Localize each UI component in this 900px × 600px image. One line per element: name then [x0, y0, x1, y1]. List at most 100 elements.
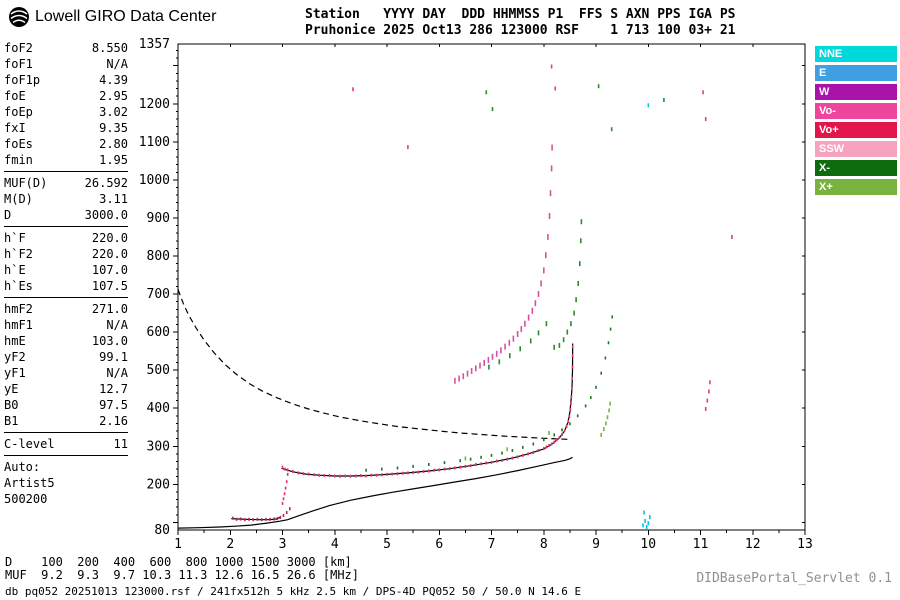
o-echo-trace	[281, 345, 574, 505]
param-label: h`F	[4, 231, 26, 245]
param-row: 500200	[4, 491, 128, 507]
svg-text:9: 9	[592, 537, 600, 552]
svg-text:11: 11	[693, 537, 709, 552]
param-row: M(D) 3.11	[4, 191, 128, 207]
svg-text:80: 80	[154, 523, 170, 538]
svg-text:800: 800	[147, 249, 170, 264]
param-label: foF1	[4, 57, 33, 71]
param-row: foEp 3.02	[4, 104, 128, 120]
param-row: hmF2 271.0	[4, 301, 128, 317]
es-echo-trace	[232, 507, 291, 522]
svg-text:2: 2	[226, 537, 234, 552]
param-label: B1	[4, 414, 19, 428]
param-row: foEs 2.80	[4, 136, 128, 152]
param-value: 3.02	[99, 105, 128, 119]
param-row: C-level 11	[4, 436, 128, 452]
d-muf-table: D 100 200 400 600 800 1000 1500 3000 [km…	[5, 556, 359, 582]
interference-cyan	[642, 103, 651, 529]
param-label: foF1p	[4, 73, 41, 87]
x-second-hop	[488, 219, 583, 370]
param-label: foE	[4, 89, 26, 103]
svg-text:600: 600	[147, 325, 170, 340]
param-row: h`F2 220.0	[4, 246, 128, 262]
echo-direction-legend: NNE E W Vo- Vo+ SSW X- X+	[815, 46, 897, 198]
muf-row: MUF 9.2 9.3 9.7 10.3 11.3 12.6 16.5 26.6…	[5, 568, 360, 582]
param-value: 12.7	[99, 382, 128, 396]
param-label: h`F2	[4, 247, 33, 261]
param-group-divider	[4, 455, 128, 456]
svg-text:1200: 1200	[139, 97, 170, 112]
param-value: N/A	[106, 57, 128, 71]
header-column-titles: Station YYYY DAY DDD HHMMSS P1 FFS S AXN…	[305, 7, 736, 22]
param-label: h`E	[4, 263, 26, 277]
param-value: 11	[113, 437, 128, 451]
svg-text:1357: 1357	[139, 37, 170, 52]
param-row: yE 12.7	[4, 381, 128, 397]
param-row: B1 2.16	[4, 413, 128, 429]
param-row: foF1p 4.39	[4, 72, 128, 88]
param-value: 107.5	[91, 279, 128, 293]
servlet-version-label: DIDBasePortal_Servlet 0.1	[696, 571, 892, 586]
param-value: N/A	[106, 318, 128, 332]
svg-text:1000: 1000	[139, 173, 170, 188]
svg-text:400: 400	[147, 401, 170, 416]
svg-text:12: 12	[745, 537, 761, 552]
param-row: B0 97.5	[4, 397, 128, 413]
param-label: yF1	[4, 366, 26, 380]
param-row: foF2 8.550	[4, 40, 128, 56]
param-value: 103.0	[91, 334, 128, 348]
param-label: yE	[4, 382, 19, 396]
svg-text:8: 8	[540, 537, 548, 552]
param-row: h`F 220.0	[4, 230, 128, 246]
param-value: 2.16	[99, 414, 128, 428]
param-value: 26.592	[84, 176, 128, 190]
svg-text:700: 700	[147, 287, 170, 302]
svg-text:200: 200	[147, 477, 170, 492]
muf-transmission-curve	[177, 289, 570, 440]
legend-item-ssw: SSW	[815, 141, 897, 157]
param-label: M(D)	[4, 192, 33, 206]
param-label: Auto:	[4, 460, 41, 474]
svg-text:900: 900	[147, 211, 170, 226]
param-row: hmE 103.0	[4, 333, 128, 349]
param-value: 8.550	[91, 41, 128, 55]
legend-item-e: E	[815, 65, 897, 81]
legend-item-x+: X+	[815, 179, 897, 195]
svg-text:1100: 1100	[139, 135, 170, 150]
param-group-divider	[4, 226, 128, 227]
param-label: foEs	[4, 137, 33, 151]
d-row: D 100 200 400 600 800 1000 1500 3000 [km…	[5, 555, 352, 569]
legend-item-w: W	[815, 84, 897, 100]
param-row: fmin 1.95	[4, 152, 128, 168]
param-label: h`Es	[4, 279, 33, 293]
lowell-giro-logo: Lowell GIRO Data Center	[8, 6, 216, 28]
param-row: yF1 N/A	[4, 365, 128, 381]
legend-item-vo-: Vo-	[815, 103, 897, 119]
param-label: foEp	[4, 105, 33, 119]
param-value: 2.95	[99, 89, 128, 103]
param-value: 271.0	[91, 302, 128, 316]
param-value: 220.0	[91, 247, 128, 261]
parameter-panel: foF2 8.550 foF1 N/A foF1p 4.39 foE 2.95 foEp 3.02…	[4, 40, 128, 507]
logo-text: Lowell GIRO Data Center	[35, 8, 217, 25]
param-value: 1.95	[99, 153, 128, 167]
x-echo-trace	[365, 315, 613, 472]
x-plus-echoes	[464, 401, 611, 461]
param-value: 9.35	[99, 121, 128, 135]
param-label: Artist5	[4, 476, 55, 490]
param-label: C-level	[4, 437, 55, 451]
param-label: 500200	[4, 492, 48, 506]
svg-text:4: 4	[331, 537, 339, 552]
legend-item-x-: X-	[815, 160, 897, 176]
param-row: hmF1 N/A	[4, 317, 128, 333]
param-value: 97.5	[99, 398, 128, 412]
param-value: 4.39	[99, 73, 128, 87]
param-row: MUF(D) 26.592	[4, 175, 128, 191]
legend-item-vo+: Vo+	[815, 122, 897, 138]
param-row: Auto:	[4, 459, 128, 475]
interference-pink	[352, 64, 733, 411]
param-value: 3.11	[99, 192, 128, 206]
param-label: fmin	[4, 153, 33, 167]
param-row: h`E 107.0	[4, 262, 128, 278]
